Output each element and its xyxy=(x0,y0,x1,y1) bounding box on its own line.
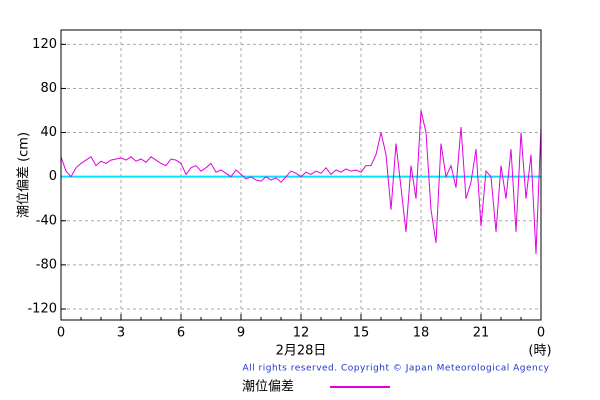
x-unit: (時) xyxy=(528,344,551,359)
x-tick-label: 18 xyxy=(413,326,430,341)
y-tick-label: -80 xyxy=(36,257,57,272)
copyright: All rights reserved. Copyright © Japan M… xyxy=(243,364,550,374)
x-tick-label: 3 xyxy=(117,326,125,341)
plot-area xyxy=(60,29,542,321)
x-tick-label: 15 xyxy=(353,326,370,341)
y-tick-label: -120 xyxy=(27,301,57,316)
x-tick-label: 12 xyxy=(293,326,310,341)
y-tick-label: 0 xyxy=(49,169,57,184)
y-tick-label: 40 xyxy=(40,125,57,140)
y-axis-label: 潮位偏差 (cm) xyxy=(17,132,32,218)
x-axis-label: 2月28日 xyxy=(276,344,327,359)
x-tick-label: 21 xyxy=(473,326,490,341)
y-tick-label: 120 xyxy=(32,37,57,52)
x-tick-label: 0 xyxy=(57,326,65,341)
y-tick-label: 80 xyxy=(40,81,57,96)
data-line xyxy=(60,110,542,254)
x-tick-label: 0 xyxy=(537,326,545,341)
y-tick-label: -40 xyxy=(36,213,57,228)
legend-label: 潮位偏差 xyxy=(242,380,294,395)
x-tick-label: 9 xyxy=(237,326,245,341)
x-tick-label: 6 xyxy=(177,326,185,341)
